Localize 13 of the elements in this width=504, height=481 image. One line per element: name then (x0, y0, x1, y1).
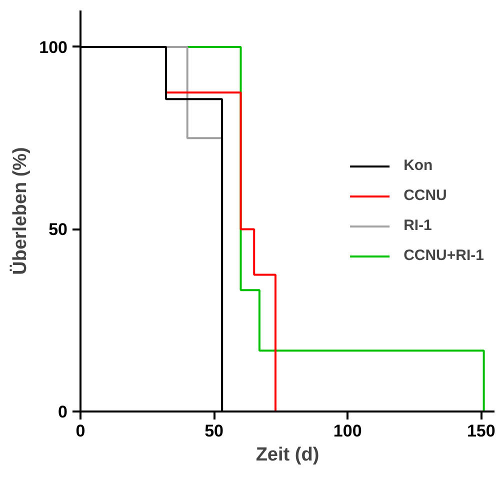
x-tick-label: 0 (76, 422, 86, 440)
x-axis-title: Zeit (d) (256, 444, 320, 466)
y-tick-label: 50 (48, 220, 68, 240)
x-tick-label: 100 (333, 422, 362, 440)
x-tick-label: 50 (204, 422, 224, 440)
y-tick-label: 0 (58, 402, 68, 422)
y-tick-label: 100 (39, 38, 68, 57)
legend-label: Kon (404, 157, 433, 174)
legend-label: CCNU (404, 187, 447, 204)
x-tick-label: 150 (466, 422, 496, 440)
legend-label: RI-1 (404, 217, 432, 234)
legend-label: CCNU+RI-1 (404, 247, 484, 264)
y-axis-title: Überleben (%) (9, 147, 32, 275)
